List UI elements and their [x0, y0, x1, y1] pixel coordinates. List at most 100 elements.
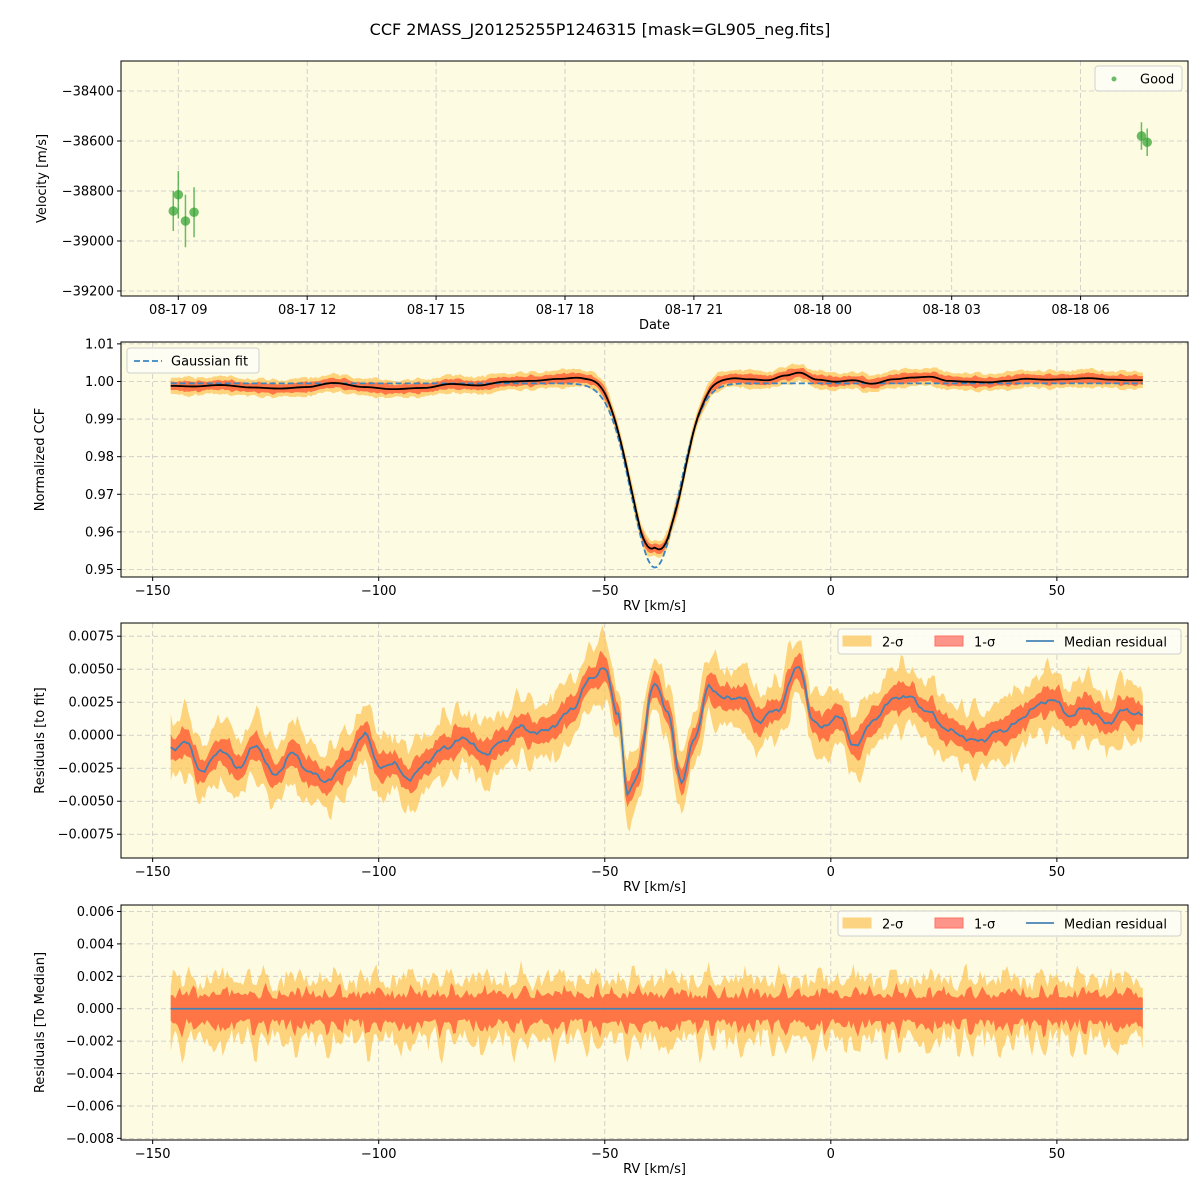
y-axis-label: Residuals [to fit] [33, 687, 48, 793]
legend-label-2sigma: 2-σ [882, 918, 903, 933]
x-axis-label: RV [km/s] [623, 880, 686, 895]
panel-3: 2-σ 1-σ Median residual −150 −100 −50 0 50 0.006… [33, 904, 1189, 1177]
axes-frame-1 [120, 341, 1189, 578]
y-tick-label: −39000 [62, 235, 114, 250]
x-tick-label: −150 [135, 1147, 171, 1162]
legend: Gaussian fit [126, 347, 260, 374]
y-axis-label: Velocity [m/s] [35, 134, 50, 223]
legend-label-median: Median residual [1064, 636, 1167, 651]
data-point-good [1142, 137, 1152, 148]
plot-content-1 [170, 363, 1143, 569]
y-tick-label: −38400 [62, 85, 114, 100]
legend-patch-1sigma [934, 635, 964, 647]
y-tick-label: −39200 [62, 285, 114, 300]
legend-label-gaussian: Gaussian fit [171, 355, 248, 370]
y-tick-label: 1.01 [85, 337, 114, 352]
plot-content-0 [168, 122, 1152, 248]
median-1sigma-band [170, 982, 1143, 1040]
x-tick-label: 08-17 15 [407, 303, 465, 318]
data-point-good [180, 216, 191, 226]
y-tick-label: 0.006 [77, 905, 114, 920]
legend-patch-2sigma [842, 917, 872, 929]
legend-label-median: Median residual [1064, 918, 1167, 933]
axes-frame-0 [120, 60, 1189, 297]
y-tick-label: −0.004 [66, 1067, 114, 1082]
y-tick-label: 1.00 [85, 375, 114, 390]
x-tick-label: −100 [361, 1147, 397, 1162]
legend-patch-2sigma [842, 635, 872, 647]
legend-box [837, 628, 1182, 655]
legend-label-2sigma: 2-σ [882, 636, 903, 651]
legend: 2-σ 1-σ Median residual [837, 628, 1182, 655]
y-tick-label: 0.0000 [69, 729, 115, 744]
y-tick-label: −0.0075 [58, 828, 114, 843]
legend-patch-1sigma [934, 917, 964, 929]
y-tick-label: 0.0025 [69, 696, 115, 711]
x-tick-label: −100 [361, 865, 397, 880]
legend-marker-good [1111, 76, 1117, 82]
panel-0: Good 08-17 09 08-17 12 08-17 15 08-17 18 08-1… [35, 60, 1189, 333]
x-tick-label: 08-18 03 [922, 303, 980, 318]
y-tick-label: −0.0025 [58, 762, 114, 777]
x-tick-label: 0 [827, 1147, 835, 1162]
legend-box [126, 347, 260, 374]
data-point-good [189, 207, 199, 218]
y-tick-label: 0.0050 [69, 663, 115, 678]
panel-1: Gaussian fit −150 −100 −50 0 50 0.95 0.96 0.97 0.… [33, 337, 1189, 614]
y-tick-label: 0.0075 [69, 630, 115, 645]
legend: Good [1094, 65, 1183, 92]
y-tick-label: −38800 [62, 185, 114, 200]
legend-label-1sigma: 1-σ [974, 636, 995, 651]
data-point-good [168, 206, 179, 216]
x-tick-label: 50 [1049, 865, 1066, 880]
x-tick-label: −50 [591, 584, 618, 599]
x-axis-label: RV [km/s] [623, 599, 686, 614]
y-tick-label: 0.97 [85, 488, 114, 503]
axes-frame-3 [120, 904, 1189, 1141]
x-tick-label: −100 [361, 584, 397, 599]
x-tick-label: 50 [1049, 1147, 1066, 1162]
x-axis-label: Date [639, 318, 670, 333]
x-tick-label: 08-17 18 [536, 303, 594, 318]
x-tick-label: −150 [135, 865, 171, 880]
y-axis-label: Normalized CCF [33, 408, 48, 512]
data-point-good [1136, 131, 1147, 141]
y-tick-label: −0.008 [66, 1132, 114, 1147]
plot-content-3 [170, 960, 1143, 1064]
x-tick-label: 08-18 06 [1051, 303, 1109, 318]
grid-0 [121, 61, 1188, 296]
ccf-median-line [170, 371, 1143, 551]
x-tick-label: −50 [591, 1147, 618, 1162]
y-tick-label: −0.0050 [58, 795, 114, 810]
x-tick-label: 0 [827, 584, 835, 599]
legend-label-good: Good [1140, 73, 1174, 88]
ccf-1sigma-band [170, 367, 1143, 555]
y-tick-label: −0.006 [66, 1099, 114, 1114]
x-tick-label: −150 [135, 584, 171, 599]
legend: 2-σ 1-σ Median residual [837, 910, 1182, 937]
y-axis-label: Residuals [To Median] [33, 952, 48, 1093]
y-tick-label: 0.002 [77, 970, 114, 985]
y-tick-label: −38600 [62, 135, 114, 150]
x-axis-label: RV [km/s] [623, 1162, 686, 1177]
x-tick-label: −50 [591, 865, 618, 880]
legend-box [837, 910, 1182, 937]
legend-box [1094, 65, 1183, 92]
plot-area-0 [121, 61, 1188, 296]
legend-label-1sigma: 1-σ [974, 918, 995, 933]
axes-frame-2 [120, 622, 1189, 859]
x-tick-label: 08-17 21 [665, 303, 723, 318]
x-tick-label: 08-17 12 [278, 303, 336, 318]
y-tick-label: 0.004 [77, 937, 114, 952]
x-tick-label: 50 [1049, 584, 1066, 599]
y-tick-label: 0.95 [85, 563, 114, 578]
x-tick-label: 08-17 09 [149, 303, 207, 318]
y-tick-label: 0.96 [85, 525, 114, 540]
median-residual-line [170, 666, 1144, 797]
y-tick-label: −0.002 [66, 1035, 114, 1050]
figure-title: CCF 2MASS_J20125255P1246315 [mask=GL905_… [369, 20, 831, 39]
x-tick-label: 08-18 00 [794, 303, 852, 318]
plot-content-2 [170, 625, 1144, 832]
panel-2: 2-σ 1-σ Median residual −150 −100 −50 0 50 0.007… [33, 622, 1189, 895]
